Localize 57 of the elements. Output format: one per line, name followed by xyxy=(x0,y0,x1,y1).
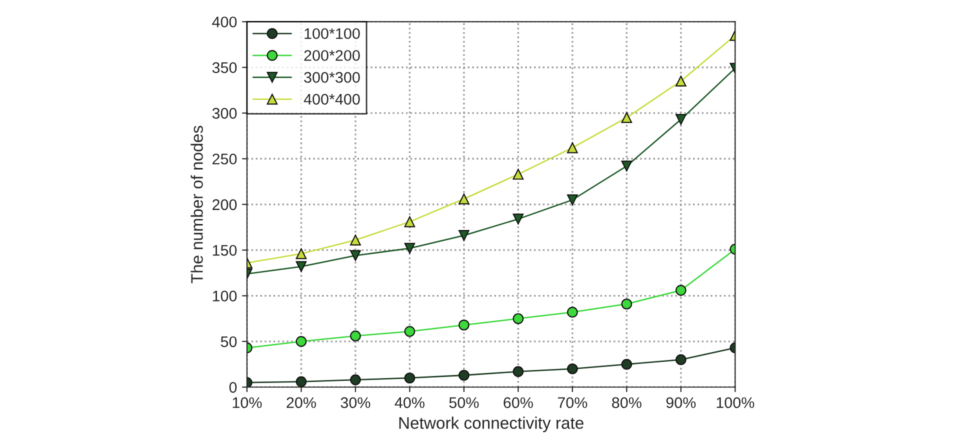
point xyxy=(350,250,361,261)
legend-label: 400*400 xyxy=(304,94,360,105)
point xyxy=(296,261,307,272)
legend-label: 300*300 xyxy=(304,72,360,83)
point xyxy=(621,298,632,310)
point xyxy=(350,330,361,342)
y-tick-label: 100 xyxy=(212,290,237,302)
y-tick-label: 50 xyxy=(220,336,237,348)
point xyxy=(567,306,578,318)
y-tick-label: 150 xyxy=(212,244,237,256)
point xyxy=(567,142,578,154)
point xyxy=(567,194,578,206)
x-tick-label: 30% xyxy=(340,397,370,408)
point xyxy=(296,336,307,347)
point xyxy=(512,168,524,180)
point xyxy=(458,320,470,330)
point xyxy=(512,313,524,324)
point xyxy=(676,76,686,86)
point xyxy=(350,234,361,246)
x-tick-label: 80% xyxy=(612,397,642,408)
point xyxy=(676,354,686,366)
point xyxy=(621,358,632,370)
y-tick-label: 350 xyxy=(212,62,237,74)
x-tick-label: 70% xyxy=(558,397,588,408)
x-tick-label: 20% xyxy=(286,397,316,408)
point xyxy=(458,230,470,241)
y-axis-title: The number of nodes xyxy=(190,126,203,284)
x-tick-label: 60% xyxy=(504,397,533,408)
y-tick-label: 250 xyxy=(212,154,237,164)
point xyxy=(404,242,416,254)
x-tick-label: 100% xyxy=(716,397,754,408)
point xyxy=(404,326,416,337)
x-axis-title: Network connectivity rate xyxy=(399,416,584,432)
y-tick-label: 300 xyxy=(212,108,237,119)
legend-label: 100*100 xyxy=(304,28,360,40)
point xyxy=(404,216,416,228)
point xyxy=(404,372,416,384)
x-tick-label: 50% xyxy=(449,397,479,408)
x-tick-label: 10% xyxy=(232,397,262,408)
point xyxy=(567,363,578,374)
legend-label: 200*200 xyxy=(304,50,360,61)
point xyxy=(676,114,686,125)
y-tick-label: 0 xyxy=(229,382,237,393)
point xyxy=(512,214,524,224)
point xyxy=(458,370,470,381)
y-tick-label: 200 xyxy=(212,199,237,210)
point xyxy=(296,248,307,260)
y-tick-label: 400 xyxy=(212,16,237,28)
point xyxy=(296,376,307,388)
x-tick-label: 90% xyxy=(666,397,696,408)
point xyxy=(458,194,470,204)
point xyxy=(350,374,361,386)
point xyxy=(676,284,686,296)
point xyxy=(621,112,632,124)
point xyxy=(621,160,632,172)
point xyxy=(512,366,524,378)
x-tick-label: 40% xyxy=(394,397,424,408)
